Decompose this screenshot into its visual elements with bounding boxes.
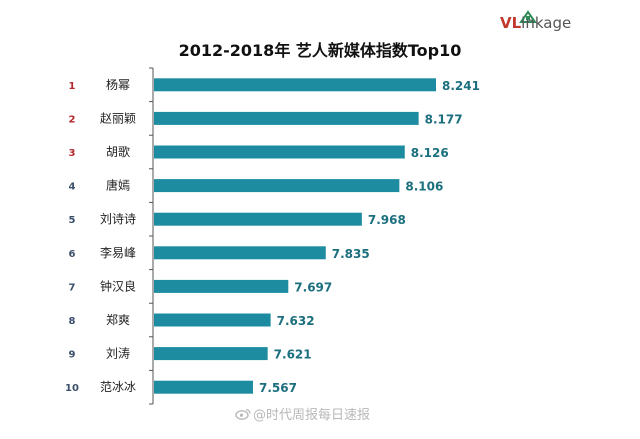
logo-text: VLinkage [500,14,571,32]
rank-label: 5 [69,215,76,226]
chart-title: 2012-2018年 艺人新媒体指数Top10 [178,41,462,60]
bar [154,212,362,226]
category-label: 杨幂 [106,77,130,92]
bar [154,246,326,260]
category-label: 郑爽 [106,312,130,327]
bar [154,347,268,361]
value-label: 8.106 [405,180,443,194]
bar [154,313,271,327]
value-label: 7.567 [259,381,297,395]
rank-label: 10 [65,383,79,394]
category-label: 刘诗诗 [100,212,136,226]
value-label: 8.177 [425,112,463,126]
watermark-text: @时代周报每日速报 [253,408,371,423]
rank-label: 6 [69,249,76,260]
rank-label: 1 [69,81,76,92]
category-label: 刘涛 [106,346,130,361]
logo-letters-rest: inkage [521,14,572,32]
category-label: 唐嫣 [106,178,130,193]
value-label: 7.835 [332,247,370,261]
logo-mark-icon [519,10,537,23]
bar [154,111,419,125]
category-label: 胡歌 [106,144,130,159]
weibo-icon [235,408,251,420]
value-label: 7.632 [277,314,315,328]
category-label: 钟汉良 [100,278,136,293]
value-label: 7.968 [368,213,406,227]
rank-label: 7 [69,282,76,293]
category-label: 赵丽颖 [100,111,136,125]
rank-label: 3 [69,148,76,159]
rank-label: 4 [69,182,76,193]
value-label: 8.126 [411,146,449,160]
logo-letter-v: V [500,14,512,32]
bar [154,78,436,92]
category-label: 范冰冰 [100,380,136,394]
value-label: 7.697 [294,280,332,294]
rank-label: 9 [69,350,76,361]
weibo-watermark: @时代周报每日速报 [235,404,370,423]
category-label: 李易峰 [100,245,136,260]
rank-label: 2 [69,114,76,125]
value-label: 8.241 [442,79,480,93]
bar [154,279,289,293]
logo-letter-l: L [511,14,522,32]
bar [154,380,253,394]
vlinkage-logo: VLinkage [500,10,630,40]
rank-label: 8 [69,316,76,327]
value-label: 7.621 [274,348,312,362]
bar [154,179,400,193]
bar [154,145,405,159]
